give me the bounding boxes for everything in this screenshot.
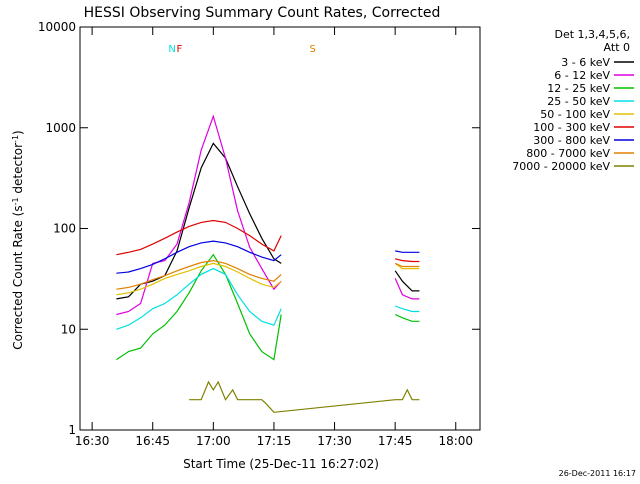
chart-title: HESSI Observing Summary Count Rates, Cor… (84, 5, 441, 21)
legend-label-3: 25 - 50 keV (547, 95, 610, 108)
y-tick-label-4: 10000 (38, 20, 76, 34)
legend-label-4: 50 - 100 keV (540, 108, 610, 121)
series-line-4 (116, 262, 420, 296)
series-line-0 (116, 142, 420, 300)
x-tick-label-4: 17:30 (317, 434, 352, 448)
legend-label-8: 7000 - 20000 keV (512, 160, 610, 173)
series-line-8 (189, 380, 420, 413)
legend-label-6: 300 - 800 keV (533, 134, 610, 147)
plot-frame (79, 26, 481, 431)
y-axis-label: Corrected Count Rate (s-1 detector-1) (11, 130, 25, 349)
y-axis-label-mid: detector (11, 143, 25, 198)
flag-label-0: N (168, 44, 175, 55)
legend-title-2: Att 0 (604, 41, 630, 54)
flag-label-2: S (310, 44, 316, 55)
y-tick-label-0: 1 (68, 423, 76, 437)
flag-label-1: F (177, 44, 183, 55)
y-tick-label-1: 10 (61, 322, 76, 336)
legend-label-7: 800 - 7000 keV (526, 147, 610, 160)
x-tick-label-0: 16:30 (75, 434, 110, 448)
series-line-5 (116, 219, 420, 263)
legend-label-5: 100 - 300 keV (533, 121, 610, 134)
x-axis-label: Start Time (25-Dec-11 16:27:02) (183, 457, 379, 471)
x-tick-label-5: 17:45 (378, 434, 413, 448)
y-axis-label-sup2: -1 (11, 135, 20, 143)
series-line-3 (116, 267, 420, 330)
y-axis-label-main: Corrected Count Rate (s (11, 205, 25, 349)
y-axis-label-sup1: -1 (11, 197, 20, 205)
legend-label-0: 3 - 6 keV (561, 56, 610, 69)
legend-label-1: 6 - 12 keV (554, 69, 610, 82)
footer-timestamp: 26-Dec-2011 16:17 (559, 469, 636, 478)
y-tick-label-2: 100 (53, 222, 76, 236)
legend-label-2: 12 - 25 keV (547, 82, 610, 95)
series-line-7 (116, 259, 420, 290)
series-line-1 (116, 114, 420, 316)
series-line-6 (116, 240, 420, 274)
x-tick-label-1: 16:45 (135, 434, 170, 448)
legend-title-1: Det 1,3,4,5,6, (554, 28, 630, 41)
y-axis-label-end: ) (11, 130, 25, 135)
series-line-2 (116, 253, 420, 361)
x-tick-label-3: 17:15 (257, 434, 292, 448)
x-tick-label-2: 17:00 (196, 434, 231, 448)
axes: 16:30 16:45 17:00 17:15 17:30 17:45 18:00 1 10 10… (38, 20, 481, 448)
y-tick-label-3: 1000 (45, 121, 76, 135)
x-tick-label-6: 18:00 (438, 434, 473, 448)
